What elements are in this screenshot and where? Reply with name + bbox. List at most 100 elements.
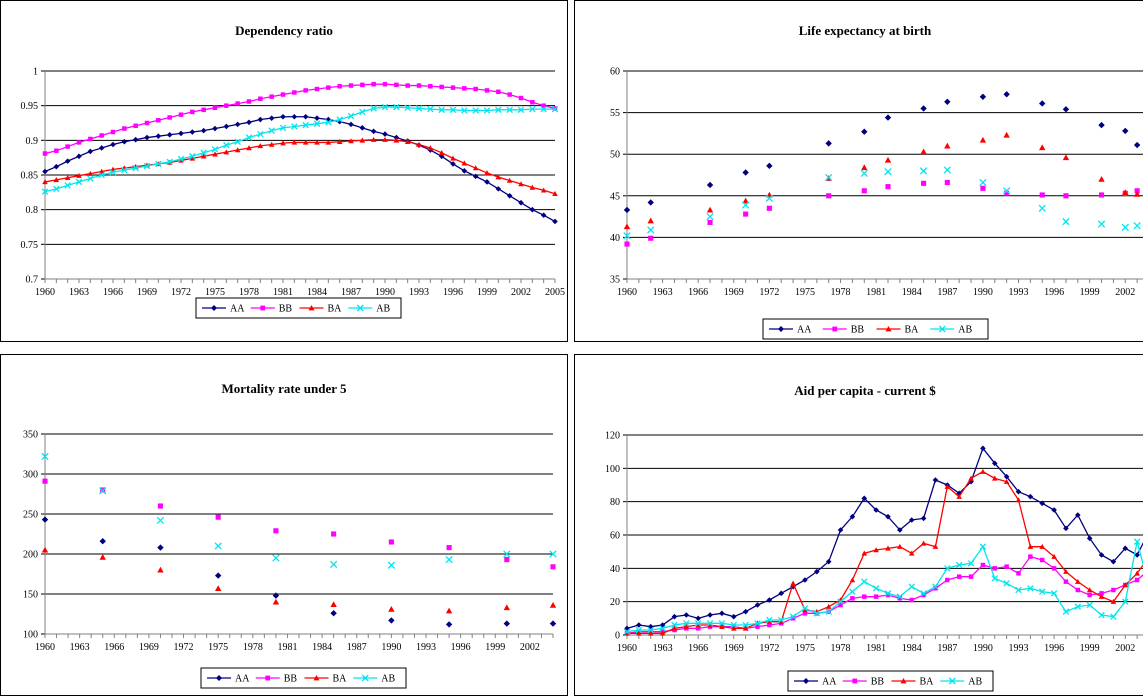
y-tick-label: 40	[610, 564, 620, 575]
data-point	[166, 158, 173, 166]
y-tick-label: 200	[23, 550, 38, 561]
data-point	[157, 566, 164, 573]
data-point	[503, 620, 511, 627]
data-point	[920, 515, 927, 522]
data-point	[246, 119, 252, 126]
x-tick-label: 1966	[688, 287, 708, 298]
data-point	[42, 151, 48, 156]
data-point	[742, 625, 749, 631]
data-point	[980, 185, 986, 191]
data-point	[825, 608, 832, 615]
data-point	[200, 127, 207, 134]
data-point	[382, 81, 388, 87]
data-point	[1039, 144, 1046, 151]
data-point	[790, 580, 796, 586]
data-point	[212, 151, 218, 157]
data-point	[234, 121, 241, 128]
data-point	[730, 613, 737, 620]
data-point	[326, 85, 331, 90]
data-point	[224, 103, 229, 108]
data-point	[873, 594, 879, 599]
data-point	[462, 86, 467, 91]
data-point	[1028, 554, 1033, 559]
data-point	[393, 137, 400, 143]
data-point	[450, 161, 456, 167]
legend-swatch	[940, 677, 965, 685]
data-point	[623, 628, 631, 635]
data-point	[838, 602, 843, 608]
data-point	[484, 179, 490, 185]
x-tick-label: 1969	[137, 287, 157, 298]
data-point	[65, 144, 70, 149]
data-point	[506, 193, 513, 199]
data-point	[87, 148, 94, 155]
y-tick-label: 0	[615, 631, 620, 642]
x-tick-label: 1981	[866, 287, 886, 298]
data-point	[98, 145, 105, 151]
data-point	[550, 564, 556, 570]
data-point	[765, 194, 774, 202]
legend-swatch	[842, 678, 867, 684]
data-point	[201, 107, 206, 113]
data-point	[754, 602, 761, 608]
data-point	[885, 592, 891, 598]
data-point	[272, 598, 280, 605]
data-point	[897, 527, 903, 533]
data-point	[636, 630, 642, 636]
data-point	[178, 112, 184, 117]
data-point	[215, 514, 221, 520]
data-point	[394, 82, 399, 88]
data-point	[623, 206, 631, 214]
data-point	[837, 598, 844, 605]
x-tick-label: 1969	[724, 643, 744, 654]
data-point	[1038, 204, 1046, 212]
data-point	[1121, 223, 1129, 232]
x-tick-label: 1978	[239, 287, 259, 298]
data-point	[932, 477, 939, 483]
data-point	[849, 577, 856, 583]
x-tick-label: 1990	[375, 287, 395, 298]
data-point	[1133, 190, 1141, 197]
data-point	[336, 138, 343, 144]
data-point	[495, 186, 502, 192]
data-point	[473, 86, 478, 92]
x-tick-label: 1999	[485, 642, 505, 653]
data-point	[861, 188, 867, 194]
data-point	[921, 180, 927, 186]
data-point	[943, 166, 951, 174]
data-point	[1133, 141, 1141, 149]
data-point	[223, 141, 230, 149]
series-ba	[42, 136, 558, 196]
data-point	[683, 623, 690, 629]
series-aa	[42, 113, 558, 225]
legend-label: BA	[920, 677, 935, 688]
data-point	[991, 575, 999, 582]
data-point	[1051, 507, 1057, 513]
legend-label: AB	[968, 677, 982, 688]
data-point	[919, 167, 928, 175]
data-point	[178, 157, 184, 163]
data-point	[1110, 613, 1117, 620]
data-point	[885, 184, 891, 190]
data-point	[314, 115, 320, 121]
data-point	[157, 503, 164, 509]
y-tick-label: 0.7	[26, 275, 39, 286]
data-point	[967, 560, 975, 567]
data-point	[1098, 121, 1105, 129]
data-point	[268, 141, 275, 147]
data-point	[42, 168, 48, 175]
series-line	[44, 83, 556, 155]
x-tick-label: 1999	[1080, 643, 1100, 654]
x-tick-label: 1960	[617, 643, 637, 654]
legend-swatch	[769, 326, 793, 332]
legend-box	[762, 318, 989, 340]
data-point	[143, 162, 151, 170]
data-point	[1039, 543, 1046, 549]
data-point	[1062, 608, 1070, 615]
data-point	[968, 475, 974, 481]
data-point	[438, 106, 445, 114]
data-point	[837, 527, 844, 533]
data-point	[1075, 512, 1081, 518]
data-point	[549, 550, 557, 558]
data-point	[269, 94, 274, 99]
